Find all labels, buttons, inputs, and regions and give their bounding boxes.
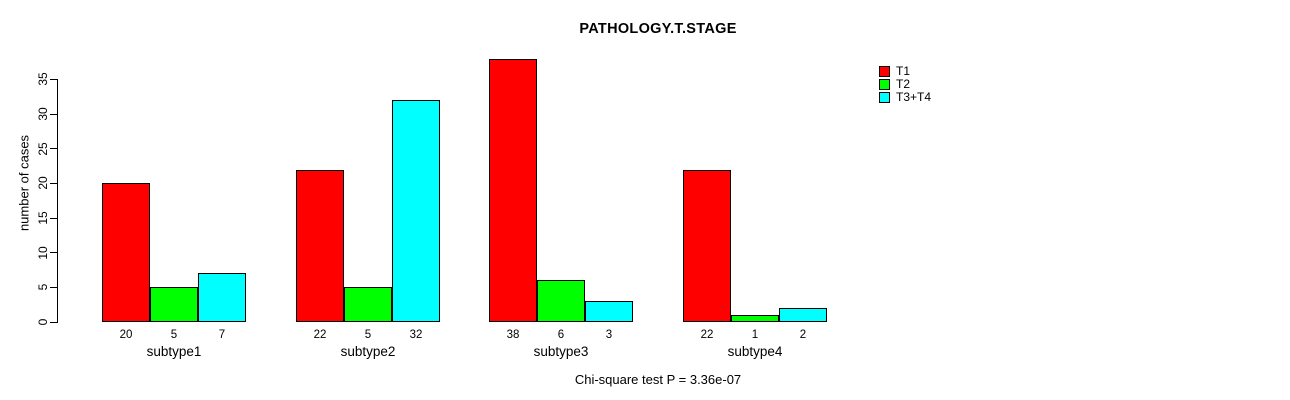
legend: T1 T2 T3+T4 <box>879 65 931 104</box>
bar-t3-t4 <box>585 301 633 322</box>
bar-value-label: 6 <box>557 329 565 341</box>
y-tick-mark <box>50 321 57 323</box>
bar-value-label: 38 <box>506 329 520 341</box>
category-label: subtype4 <box>727 344 783 359</box>
bar-value-label: 3 <box>605 329 613 341</box>
y-tick-label: 10 <box>36 246 50 260</box>
y-tick-mark <box>50 148 57 150</box>
y-tick-label: 30 <box>36 107 50 121</box>
legend-label: T1 <box>896 64 911 78</box>
legend-item: T2 <box>879 78 931 91</box>
bar-t3-t4 <box>392 100 440 322</box>
bar-t1 <box>489 59 537 322</box>
bar-value-label: 20 <box>119 329 133 341</box>
bar-t1 <box>683 170 731 322</box>
legend-swatch-icon <box>879 92 890 103</box>
footnote-chi-square: Chi-square test P = 3.36e-07 <box>574 372 742 387</box>
y-tick-mark <box>50 78 57 80</box>
bar-value-label: 5 <box>170 329 178 341</box>
bar-t3-t4 <box>198 273 246 322</box>
y-tick-label: 20 <box>36 176 50 191</box>
y-axis-line <box>57 79 58 323</box>
bar-t2 <box>344 287 392 322</box>
bar-value-label: 2 <box>799 329 807 341</box>
legend-label: T2 <box>896 77 911 91</box>
legend-swatch-icon <box>879 79 890 90</box>
chart-title: PATHOLOGY.T.STAGE <box>579 21 737 37</box>
legend-item: T1 <box>879 65 931 78</box>
category-label: subtype1 <box>146 344 202 359</box>
bar-value-label: 5 <box>364 329 372 341</box>
legend-swatch-icon <box>879 66 890 77</box>
bar-value-label: 22 <box>700 329 714 341</box>
bar-value-label: 22 <box>313 329 327 341</box>
legend-label: T3+T4 <box>896 90 932 104</box>
y-tick-label: 35 <box>36 72 50 87</box>
y-tick-mark <box>50 286 57 288</box>
y-tick-mark <box>50 252 57 254</box>
y-tick-mark <box>50 217 57 219</box>
bar-t2 <box>537 280 585 322</box>
category-label: subtype2 <box>340 344 396 359</box>
bar-t2 <box>731 315 779 322</box>
y-tick-label: 0 <box>36 318 50 326</box>
bar-t1 <box>102 183 150 322</box>
y-tick-label: 15 <box>36 211 50 225</box>
legend-item: T3+T4 <box>879 91 931 104</box>
bar-value-label: 32 <box>409 329 423 341</box>
y-axis-label: number of cases <box>16 134 32 232</box>
y-tick-label: 25 <box>36 142 50 156</box>
y-tick-mark <box>50 113 57 115</box>
y-tick-mark <box>50 182 57 184</box>
bar-t2 <box>150 287 198 322</box>
bar-t3-t4 <box>779 308 827 322</box>
category-label: subtype3 <box>533 344 589 359</box>
y-tick-label: 5 <box>36 284 50 291</box>
bar-value-label: 7 <box>218 329 226 341</box>
bar-t1 <box>296 170 344 322</box>
bar-value-label: 1 <box>751 329 759 341</box>
